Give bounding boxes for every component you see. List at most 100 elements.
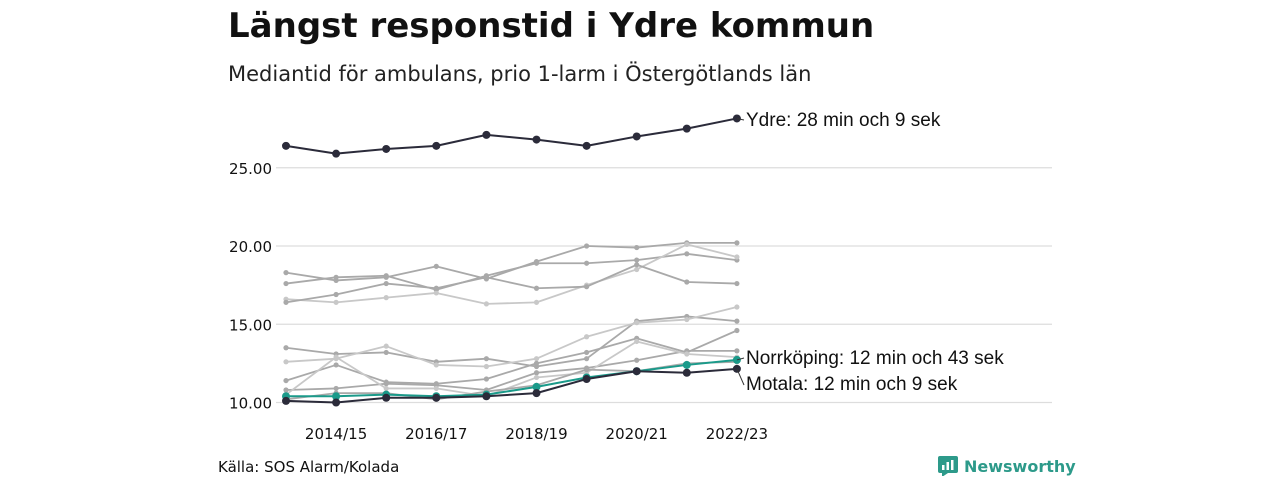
y-tick-label: 25.00 [229,160,272,178]
highlighted-series-point [382,393,391,402]
background-series-point [483,376,489,382]
highlighted-series-point [532,135,541,144]
highlighted-series-point [282,396,290,405]
series-end-label: Ydre: 28 min och 9 sek [746,110,941,131]
background-series-point [634,244,640,251]
background-series-point [483,356,489,362]
background-series-point [684,316,690,323]
background-series-point [584,356,590,362]
background-series-point [483,274,489,280]
background-series-point [684,241,690,248]
highlighted-series-point [582,375,591,384]
background-series-line [285,349,737,391]
background-series-point [533,374,540,381]
background-series-point [634,257,640,263]
background-series-point [734,348,740,354]
background-series-point [734,318,740,324]
background-series-point [584,243,590,249]
background-series-point [684,251,690,257]
background-series-point [333,354,339,360]
background-series-line [285,241,737,282]
y-tick-label: 10.00 [229,395,272,413]
y-tick-label: 15.00 [229,316,272,334]
highlighted-series-point [532,389,541,398]
background-series-point [533,299,540,305]
highlighted-series-point [332,149,341,158]
background-series-point [383,295,389,301]
background-series-point [533,356,540,362]
highlighted-series-line [285,117,738,155]
background-series-line [285,329,738,385]
background-series-point [283,359,289,365]
background-series-point [333,291,339,298]
background-series-point [333,385,339,392]
label-leader [736,117,745,121]
label-leader [736,357,745,361]
y-tick-label: 20.00 [229,238,272,256]
source-note: Källa: SOS Alarm/Kolada [218,458,400,476]
highlighted-series-point [332,398,341,407]
highlighted-series-point [582,141,591,150]
highlighted-series [282,114,741,407]
background-series-point [383,385,389,392]
background-series-point [734,304,740,310]
label-leader [736,368,745,386]
newsworthy-logo-icon [938,456,958,476]
background-series-point [584,349,590,356]
background-series-point [433,362,439,368]
background-series-point [383,280,389,287]
background-series-point [483,363,489,370]
background-series-point [333,299,339,305]
background-series-point [433,263,439,269]
highlighted-series-point [482,392,491,401]
background-series-point [383,349,389,356]
highlighted-series-point [682,360,691,369]
highlighted-series-point [432,393,441,402]
highlighted-series-point [532,382,541,391]
background-series-point [383,273,389,279]
background-series-point [584,334,590,340]
background-series-point [634,262,640,268]
background-series-point [584,367,590,373]
x-axis-ticks: 2014/15 2016/17 2018/19 2020/21 2022/23 [305,425,768,443]
highlighted-series-line [286,358,737,398]
highlighted-series-point [482,130,491,139]
background-series-point [634,357,640,363]
background-series-line [285,252,738,291]
highlighted-series-point [632,132,641,141]
background-series-point [433,385,439,392]
background-series-point [584,260,590,266]
highlighted-series-point [632,367,641,376]
background-series-point [433,290,439,296]
y-axis-ticks: 10.00 15.00 20.00 25.00 [229,160,272,413]
x-tick-label: 2022/23 [706,425,768,443]
background-series-point [283,377,289,384]
background-series-point [483,301,489,307]
chart-subtitle: Mediantid för ambulans, prio 1-larm i Ös… [228,62,812,86]
background-series-line [285,306,738,368]
background-series-point [533,360,540,366]
end-labels: Ydre: 28 min och 9 sek Norrköping: 12 min… [736,110,1004,395]
chart-title: Längst responstid i Ydre kommun [228,6,875,46]
brand-name: Newsworthy [964,456,1076,476]
background-series-point [634,266,640,273]
background-series-point [383,343,389,349]
highlighted-series-line [285,367,737,404]
background-series-point [533,260,540,266]
background-series-point [283,299,289,305]
background-series-point [684,351,690,357]
background-series-point [533,285,540,291]
background-series-point [433,285,439,291]
background-series-point [533,370,540,376]
highlighted-series-point [432,141,441,150]
background-series-point [684,279,690,285]
background-series-line [285,340,737,398]
grid-lines [276,167,1052,404]
background-series [283,240,740,402]
background-series-point [734,254,740,260]
background-series-point [383,381,389,387]
background-series-point [283,387,289,393]
brand: Newsworthy [938,456,1076,476]
background-series-line [285,263,737,304]
